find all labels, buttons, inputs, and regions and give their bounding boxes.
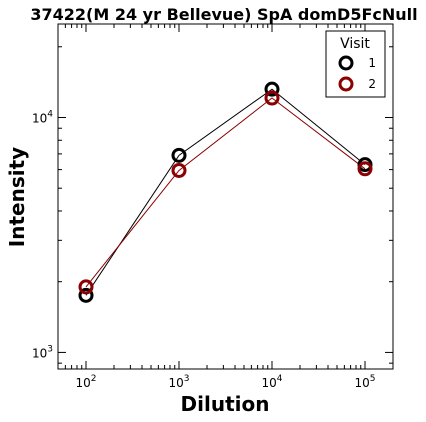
y-tick-label: 103 <box>32 344 53 360</box>
series-2-point <box>171 162 187 178</box>
x-tick-label: 103 <box>168 374 189 390</box>
legend-title: Visit <box>340 36 370 52</box>
series-1-point <box>264 81 280 97</box>
series-layer <box>78 81 373 303</box>
series-2-line <box>85 97 366 288</box>
legend-marker-1 <box>338 55 354 71</box>
legend-box <box>325 30 386 98</box>
y-tick-label: 104 <box>32 109 53 125</box>
series-2-point <box>357 161 373 177</box>
legend-label-1: 1 <box>368 56 376 70</box>
legend: Visit 12 <box>325 30 386 98</box>
legend-marker-2 <box>338 76 354 92</box>
x-tick-label: 104 <box>261 374 282 390</box>
legend-entries: 12 <box>338 55 376 92</box>
chart-title: 37422(M 24 yr Bellevue) SpA domD5FcNull <box>30 5 417 24</box>
series-2-point <box>264 90 280 106</box>
series-1-line <box>85 88 366 296</box>
y-axis-label: Intensity <box>5 147 29 247</box>
series-2-point <box>78 279 94 295</box>
series-1-point <box>78 287 94 303</box>
series-1-point <box>171 147 187 163</box>
legend-label-2: 2 <box>368 77 376 91</box>
x-tick-label: 105 <box>354 374 375 390</box>
x-axis-label: Dilution <box>181 392 270 416</box>
x-tick-label: 102 <box>75 374 96 390</box>
plot-area <box>57 23 394 370</box>
